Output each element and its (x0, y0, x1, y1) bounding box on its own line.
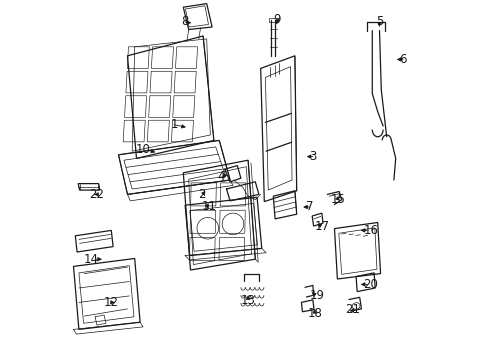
Text: 18: 18 (306, 307, 322, 320)
Text: 6: 6 (399, 53, 406, 66)
Text: 13: 13 (240, 294, 255, 307)
Text: 12: 12 (103, 296, 119, 309)
Text: 22: 22 (89, 188, 104, 201)
Text: 21: 21 (344, 303, 359, 316)
Text: 7: 7 (305, 201, 312, 213)
Text: 20: 20 (363, 278, 377, 291)
Text: 5: 5 (375, 15, 383, 28)
Text: 19: 19 (309, 289, 324, 302)
Text: 3: 3 (309, 150, 316, 163)
Text: 1: 1 (170, 118, 178, 131)
Text: 9: 9 (273, 13, 280, 26)
Text: 11: 11 (201, 201, 216, 213)
Text: 15: 15 (330, 193, 345, 206)
Text: 4: 4 (217, 170, 224, 183)
Text: 10: 10 (136, 143, 151, 156)
Text: 2: 2 (197, 188, 205, 201)
Text: 8: 8 (181, 15, 188, 28)
Text: 14: 14 (83, 253, 99, 266)
Text: 17: 17 (314, 220, 329, 233)
Text: 16: 16 (363, 224, 378, 237)
